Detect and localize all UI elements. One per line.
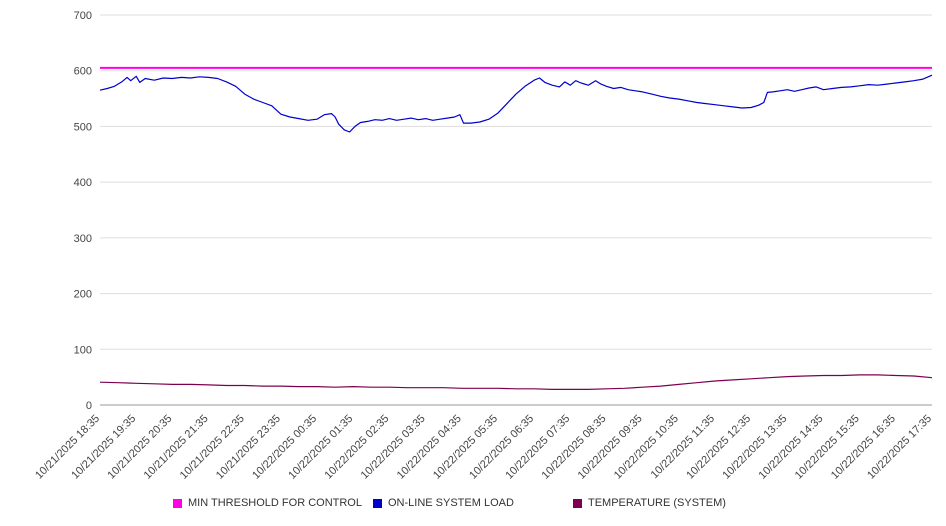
legend-item-min-threshold: MIN THRESHOLD FOR CONTROL [173, 497, 373, 509]
svg-text:10/21/2025 19:35: 10/21/2025 19:35 [69, 413, 138, 482]
chart-legend: MIN THRESHOLD FOR CONTROL ON-LINE SYSTEM… [173, 497, 793, 509]
legend-item-system-load: ON-LINE SYSTEM LOAD [373, 497, 573, 509]
svg-text:300: 300 [74, 233, 92, 245]
legend-swatch-min-threshold-icon [173, 498, 182, 508]
svg-text:10/21/2025 20:35: 10/21/2025 20:35 [105, 413, 174, 482]
svg-text:10/22/2025 12:35: 10/22/2025 12:35 [684, 413, 753, 482]
svg-text:10/21/2025 18:35: 10/21/2025 18:35 [33, 413, 102, 482]
svg-text:10/22/2025 02:35: 10/22/2025 02:35 [322, 413, 391, 482]
legend-label-temperature: TEMPERATURE (SYSTEM) [588, 497, 726, 509]
svg-text:200: 200 [74, 289, 92, 301]
svg-text:10/22/2025 04:35: 10/22/2025 04:35 [395, 413, 464, 482]
svg-text:100: 100 [74, 344, 92, 356]
legend-label-min-threshold: MIN THRESHOLD FOR CONTROL [188, 497, 362, 509]
svg-text:10/22/2025 17:35: 10/22/2025 17:35 [865, 413, 934, 482]
legend-label-system-load: ON-LINE SYSTEM LOAD [388, 497, 514, 509]
svg-text:10/22/2025 06:35: 10/22/2025 06:35 [467, 413, 536, 482]
legend-item-temperature: TEMPERATURE (SYSTEM) [573, 497, 773, 509]
svg-text:10/22/2025 10:35: 10/22/2025 10:35 [612, 413, 681, 482]
svg-text:10/21/2025 22:35: 10/21/2025 22:35 [178, 413, 247, 482]
svg-text:500: 500 [74, 121, 92, 133]
svg-text:10/22/2025 00:35: 10/22/2025 00:35 [250, 413, 319, 482]
svg-text:10/22/2025 14:35: 10/22/2025 14:35 [757, 413, 826, 482]
svg-text:10/22/2025 09:35: 10/22/2025 09:35 [576, 413, 645, 482]
svg-text:10/22/2025 03:35: 10/22/2025 03:35 [359, 413, 428, 482]
svg-text:10/21/2025 21:35: 10/21/2025 21:35 [142, 413, 211, 482]
svg-text:400: 400 [74, 177, 92, 189]
svg-text:10/22/2025 07:35: 10/22/2025 07:35 [503, 413, 572, 482]
svg-text:10/21/2025 23:35: 10/21/2025 23:35 [214, 413, 283, 482]
svg-text:10/22/2025 01:35: 10/22/2025 01:35 [286, 413, 355, 482]
svg-text:10/22/2025 08:35: 10/22/2025 08:35 [540, 413, 609, 482]
svg-text:10/22/2025 11:35: 10/22/2025 11:35 [649, 413, 717, 481]
svg-text:10/22/2025 13:35: 10/22/2025 13:35 [720, 413, 789, 482]
svg-text:600: 600 [74, 66, 92, 78]
legend-swatch-temperature-icon [573, 498, 582, 508]
legend-swatch-system-load-icon [373, 498, 382, 508]
svg-text:10/22/2025 05:35: 10/22/2025 05:35 [431, 413, 500, 482]
svg-text:700: 700 [74, 10, 92, 22]
svg-text:10/22/2025 15:35: 10/22/2025 15:35 [793, 413, 862, 482]
svg-text:10/22/2025 16:35: 10/22/2025 16:35 [829, 413, 898, 482]
svg-text:0: 0 [86, 400, 92, 412]
